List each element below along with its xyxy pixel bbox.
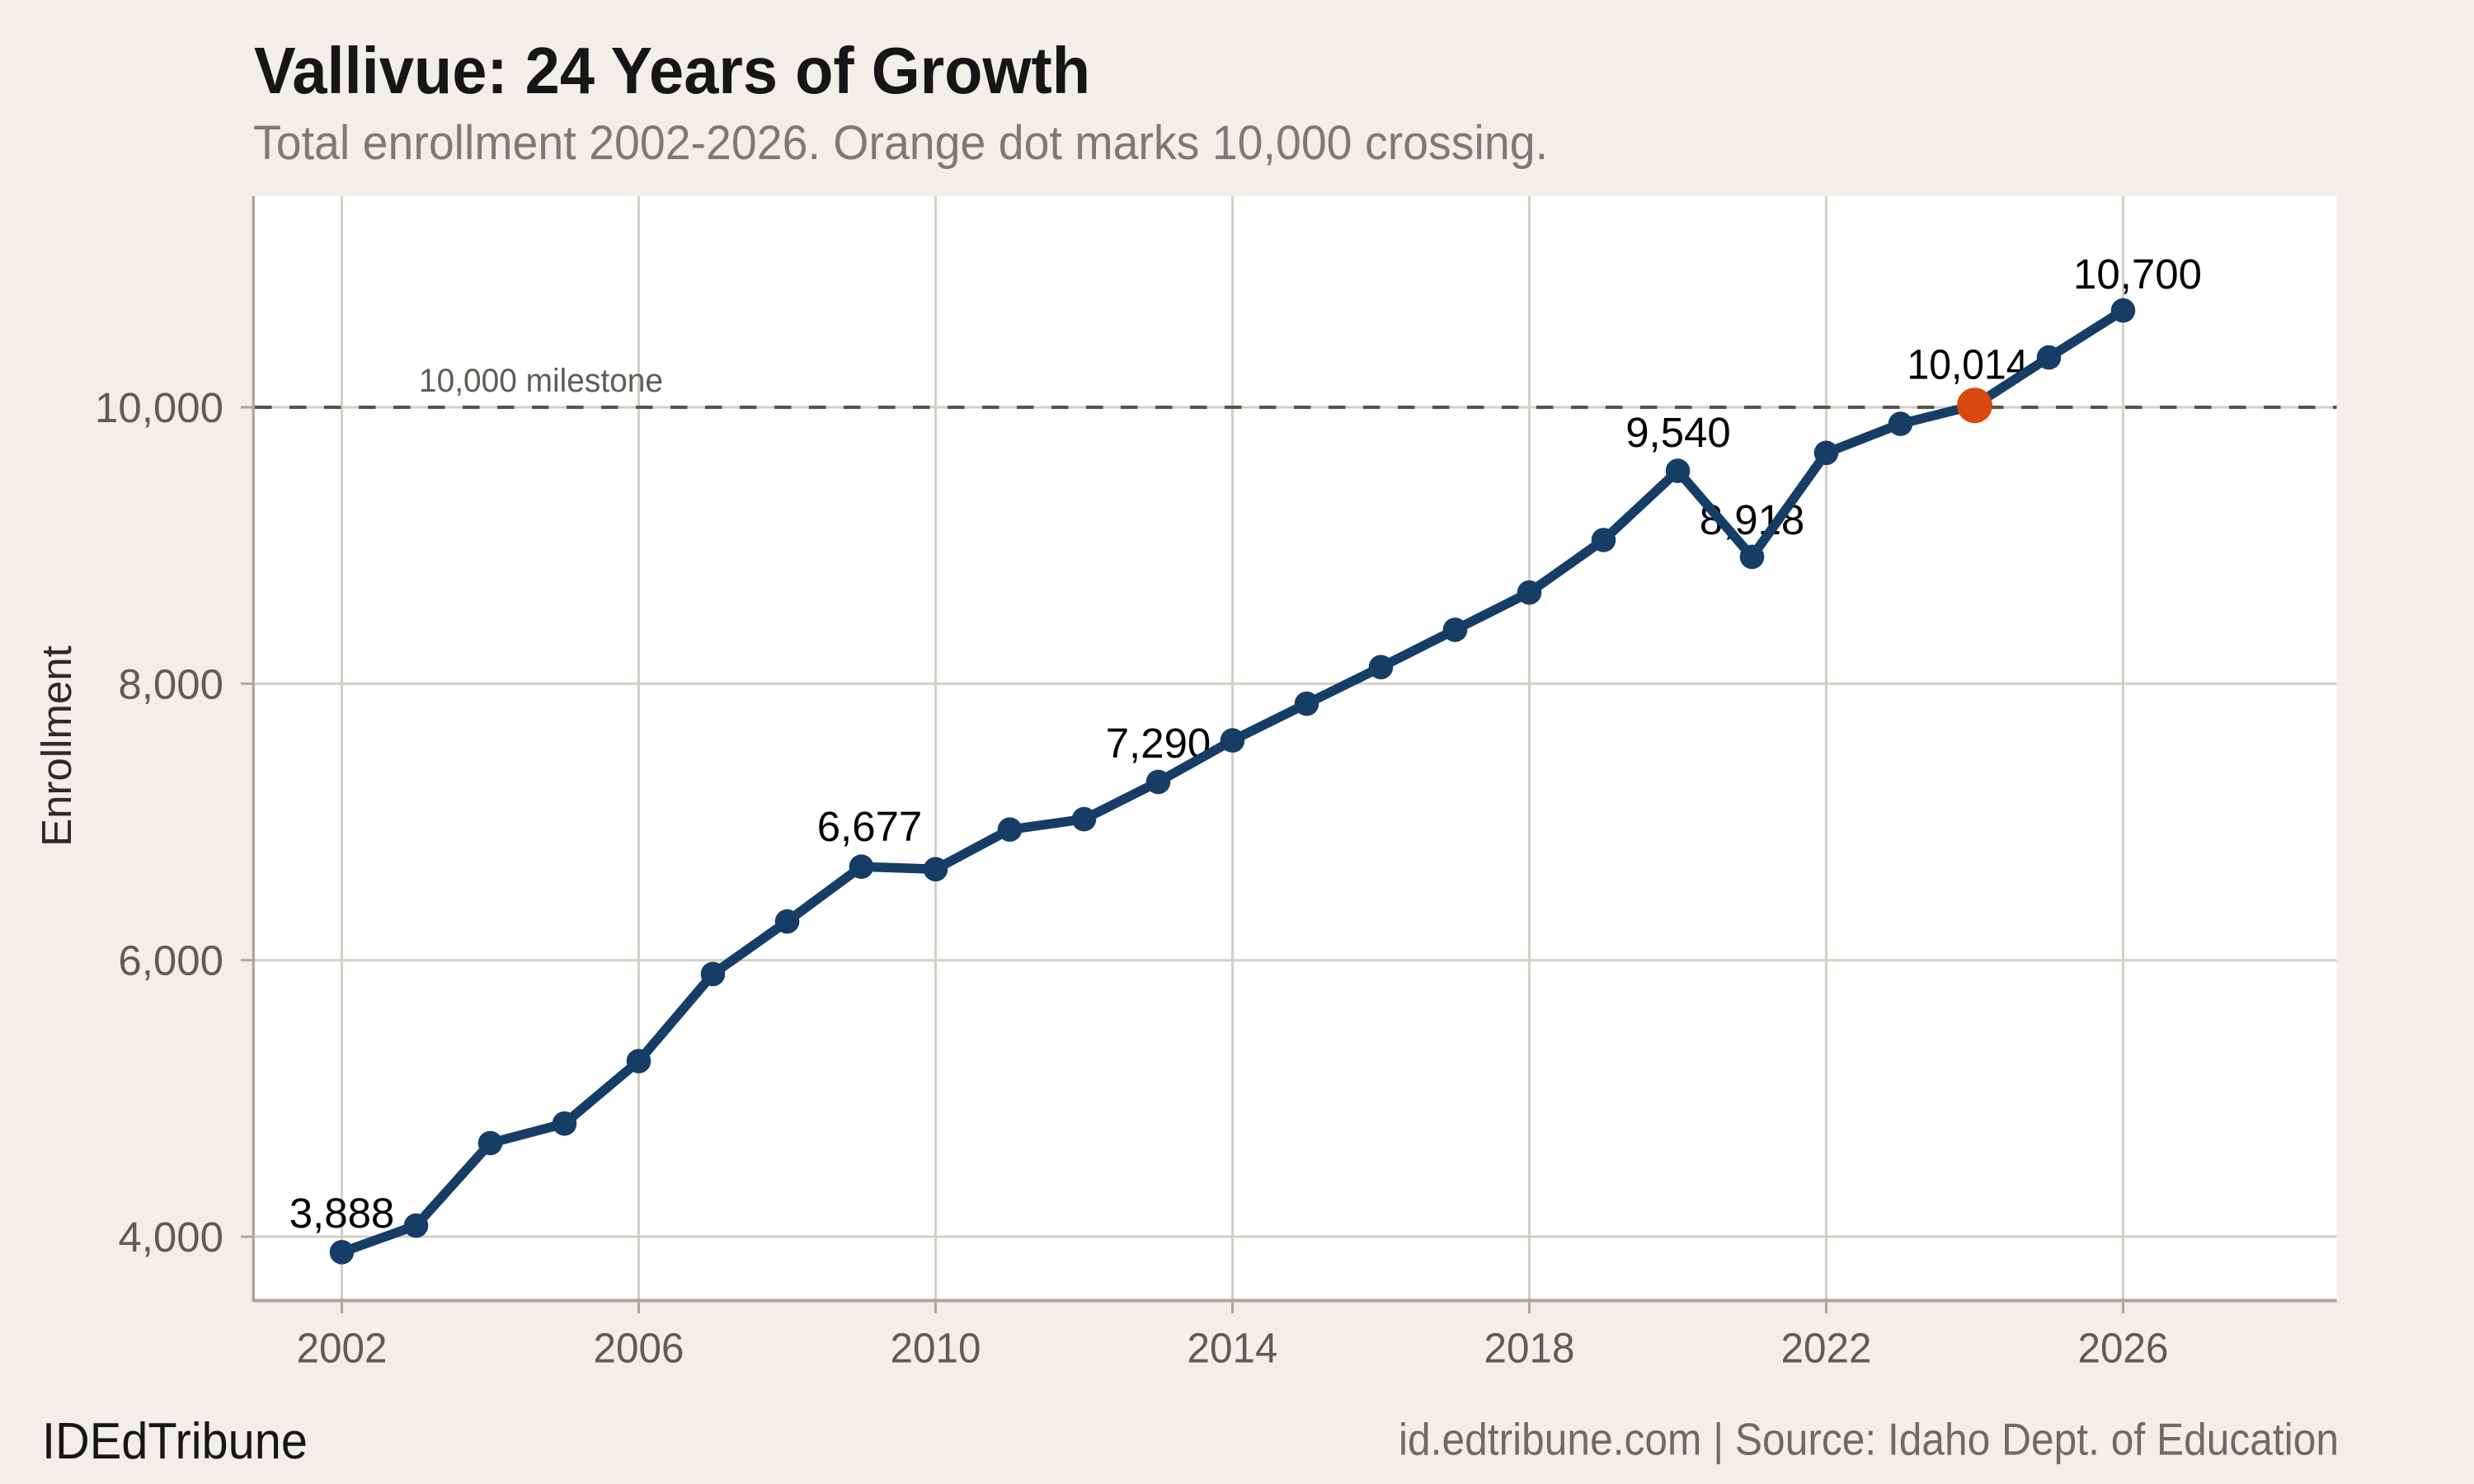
svg-text:id.edtribune.com | Source: Ida: id.edtribune.com | Source: Idaho Dept. o… xyxy=(1399,1414,2339,1465)
svg-text:2006: 2006 xyxy=(594,1325,684,1372)
svg-text:3,888: 3,888 xyxy=(289,1190,395,1237)
svg-text:6,677: 6,677 xyxy=(817,803,923,850)
svg-text:2026: 2026 xyxy=(2078,1325,2169,1372)
svg-text:Total enrollment 2002-2026. Or: Total enrollment 2002-2026. Orange dot m… xyxy=(253,116,1548,170)
svg-text:6,000: 6,000 xyxy=(118,937,223,984)
svg-text:9,540: 9,540 xyxy=(1625,409,1731,456)
svg-text:8,000: 8,000 xyxy=(118,660,223,707)
svg-text:10,000: 10,000 xyxy=(95,384,223,431)
svg-text:Enrollment: Enrollment xyxy=(33,646,80,847)
svg-text:Vallivue: 24 Years of Growth: Vallivue: 24 Years of Growth xyxy=(254,34,1090,107)
svg-text:10,000 milestone: 10,000 milestone xyxy=(419,363,663,399)
svg-text:2010: 2010 xyxy=(891,1325,981,1372)
svg-text:2014: 2014 xyxy=(1188,1325,1278,1372)
svg-text:10,700: 10,700 xyxy=(2073,251,2202,298)
svg-text:IDEdTribune: IDEdTribune xyxy=(42,1413,308,1470)
svg-text:2018: 2018 xyxy=(1484,1325,1575,1372)
svg-text:4,000: 4,000 xyxy=(118,1214,223,1261)
svg-text:2022: 2022 xyxy=(1781,1325,1872,1372)
svg-text:2002: 2002 xyxy=(297,1325,388,1372)
